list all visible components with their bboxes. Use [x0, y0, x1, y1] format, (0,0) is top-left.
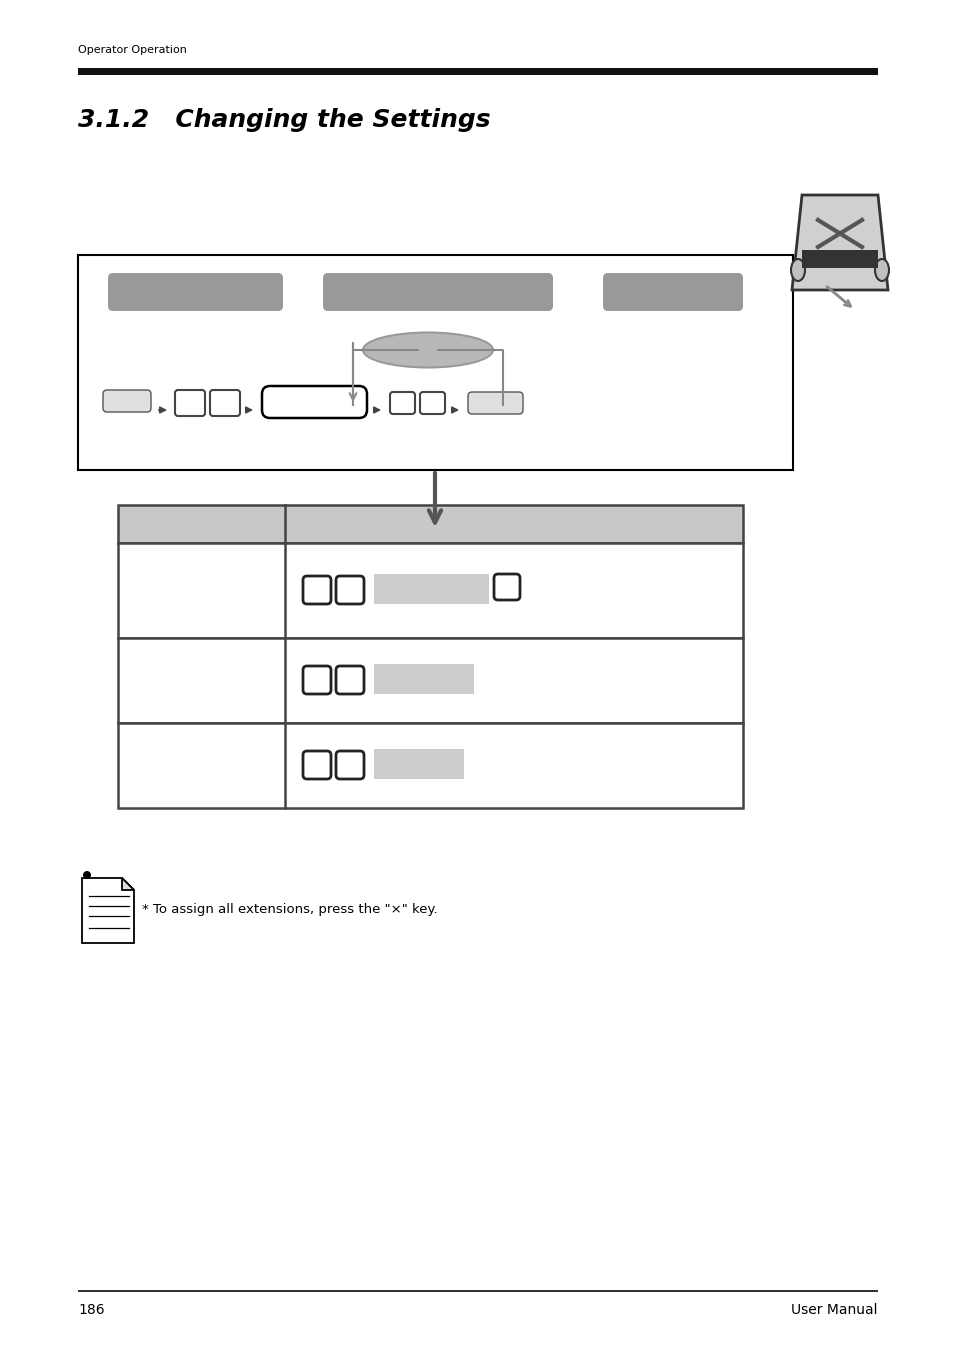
Ellipse shape [790, 259, 804, 281]
Ellipse shape [874, 259, 888, 281]
FancyBboxPatch shape [335, 751, 364, 780]
FancyBboxPatch shape [108, 273, 283, 311]
Bar [78, 68, 877, 76]
Text: User Manual: User Manual [791, 1302, 877, 1317]
FancyBboxPatch shape [468, 392, 522, 413]
Polygon shape [82, 878, 133, 943]
FancyBboxPatch shape [210, 390, 240, 416]
Polygon shape [791, 195, 887, 290]
Text: 186: 186 [78, 1302, 105, 1317]
FancyBboxPatch shape [262, 386, 367, 417]
Text: 3.1.2   Changing the Settings: 3.1.2 Changing the Settings [78, 108, 490, 132]
FancyBboxPatch shape [174, 390, 205, 416]
FancyBboxPatch shape [103, 390, 151, 412]
FancyBboxPatch shape [303, 576, 331, 604]
Polygon shape [122, 878, 133, 890]
Bar [118, 505, 742, 543]
Bar [801, 250, 877, 267]
Bar [118, 543, 742, 638]
FancyBboxPatch shape [303, 751, 331, 780]
Text: * To assign all extensions, press the "×" key.: * To assign all extensions, press the "×… [142, 904, 437, 916]
FancyBboxPatch shape [602, 273, 742, 311]
FancyBboxPatch shape [494, 574, 519, 600]
Bar [374, 663, 474, 694]
Bar [78, 1290, 877, 1292]
Bar [118, 638, 742, 723]
Bar [118, 723, 742, 808]
FancyBboxPatch shape [323, 273, 553, 311]
Bar [78, 255, 792, 470]
Ellipse shape [83, 871, 91, 880]
FancyBboxPatch shape [390, 392, 415, 413]
Bar [374, 748, 463, 780]
FancyBboxPatch shape [303, 666, 331, 694]
Text: Operator Operation: Operator Operation [78, 45, 187, 55]
FancyBboxPatch shape [335, 666, 364, 694]
Ellipse shape [363, 332, 493, 367]
Bar [374, 574, 489, 604]
FancyBboxPatch shape [419, 392, 444, 413]
FancyBboxPatch shape [335, 576, 364, 604]
